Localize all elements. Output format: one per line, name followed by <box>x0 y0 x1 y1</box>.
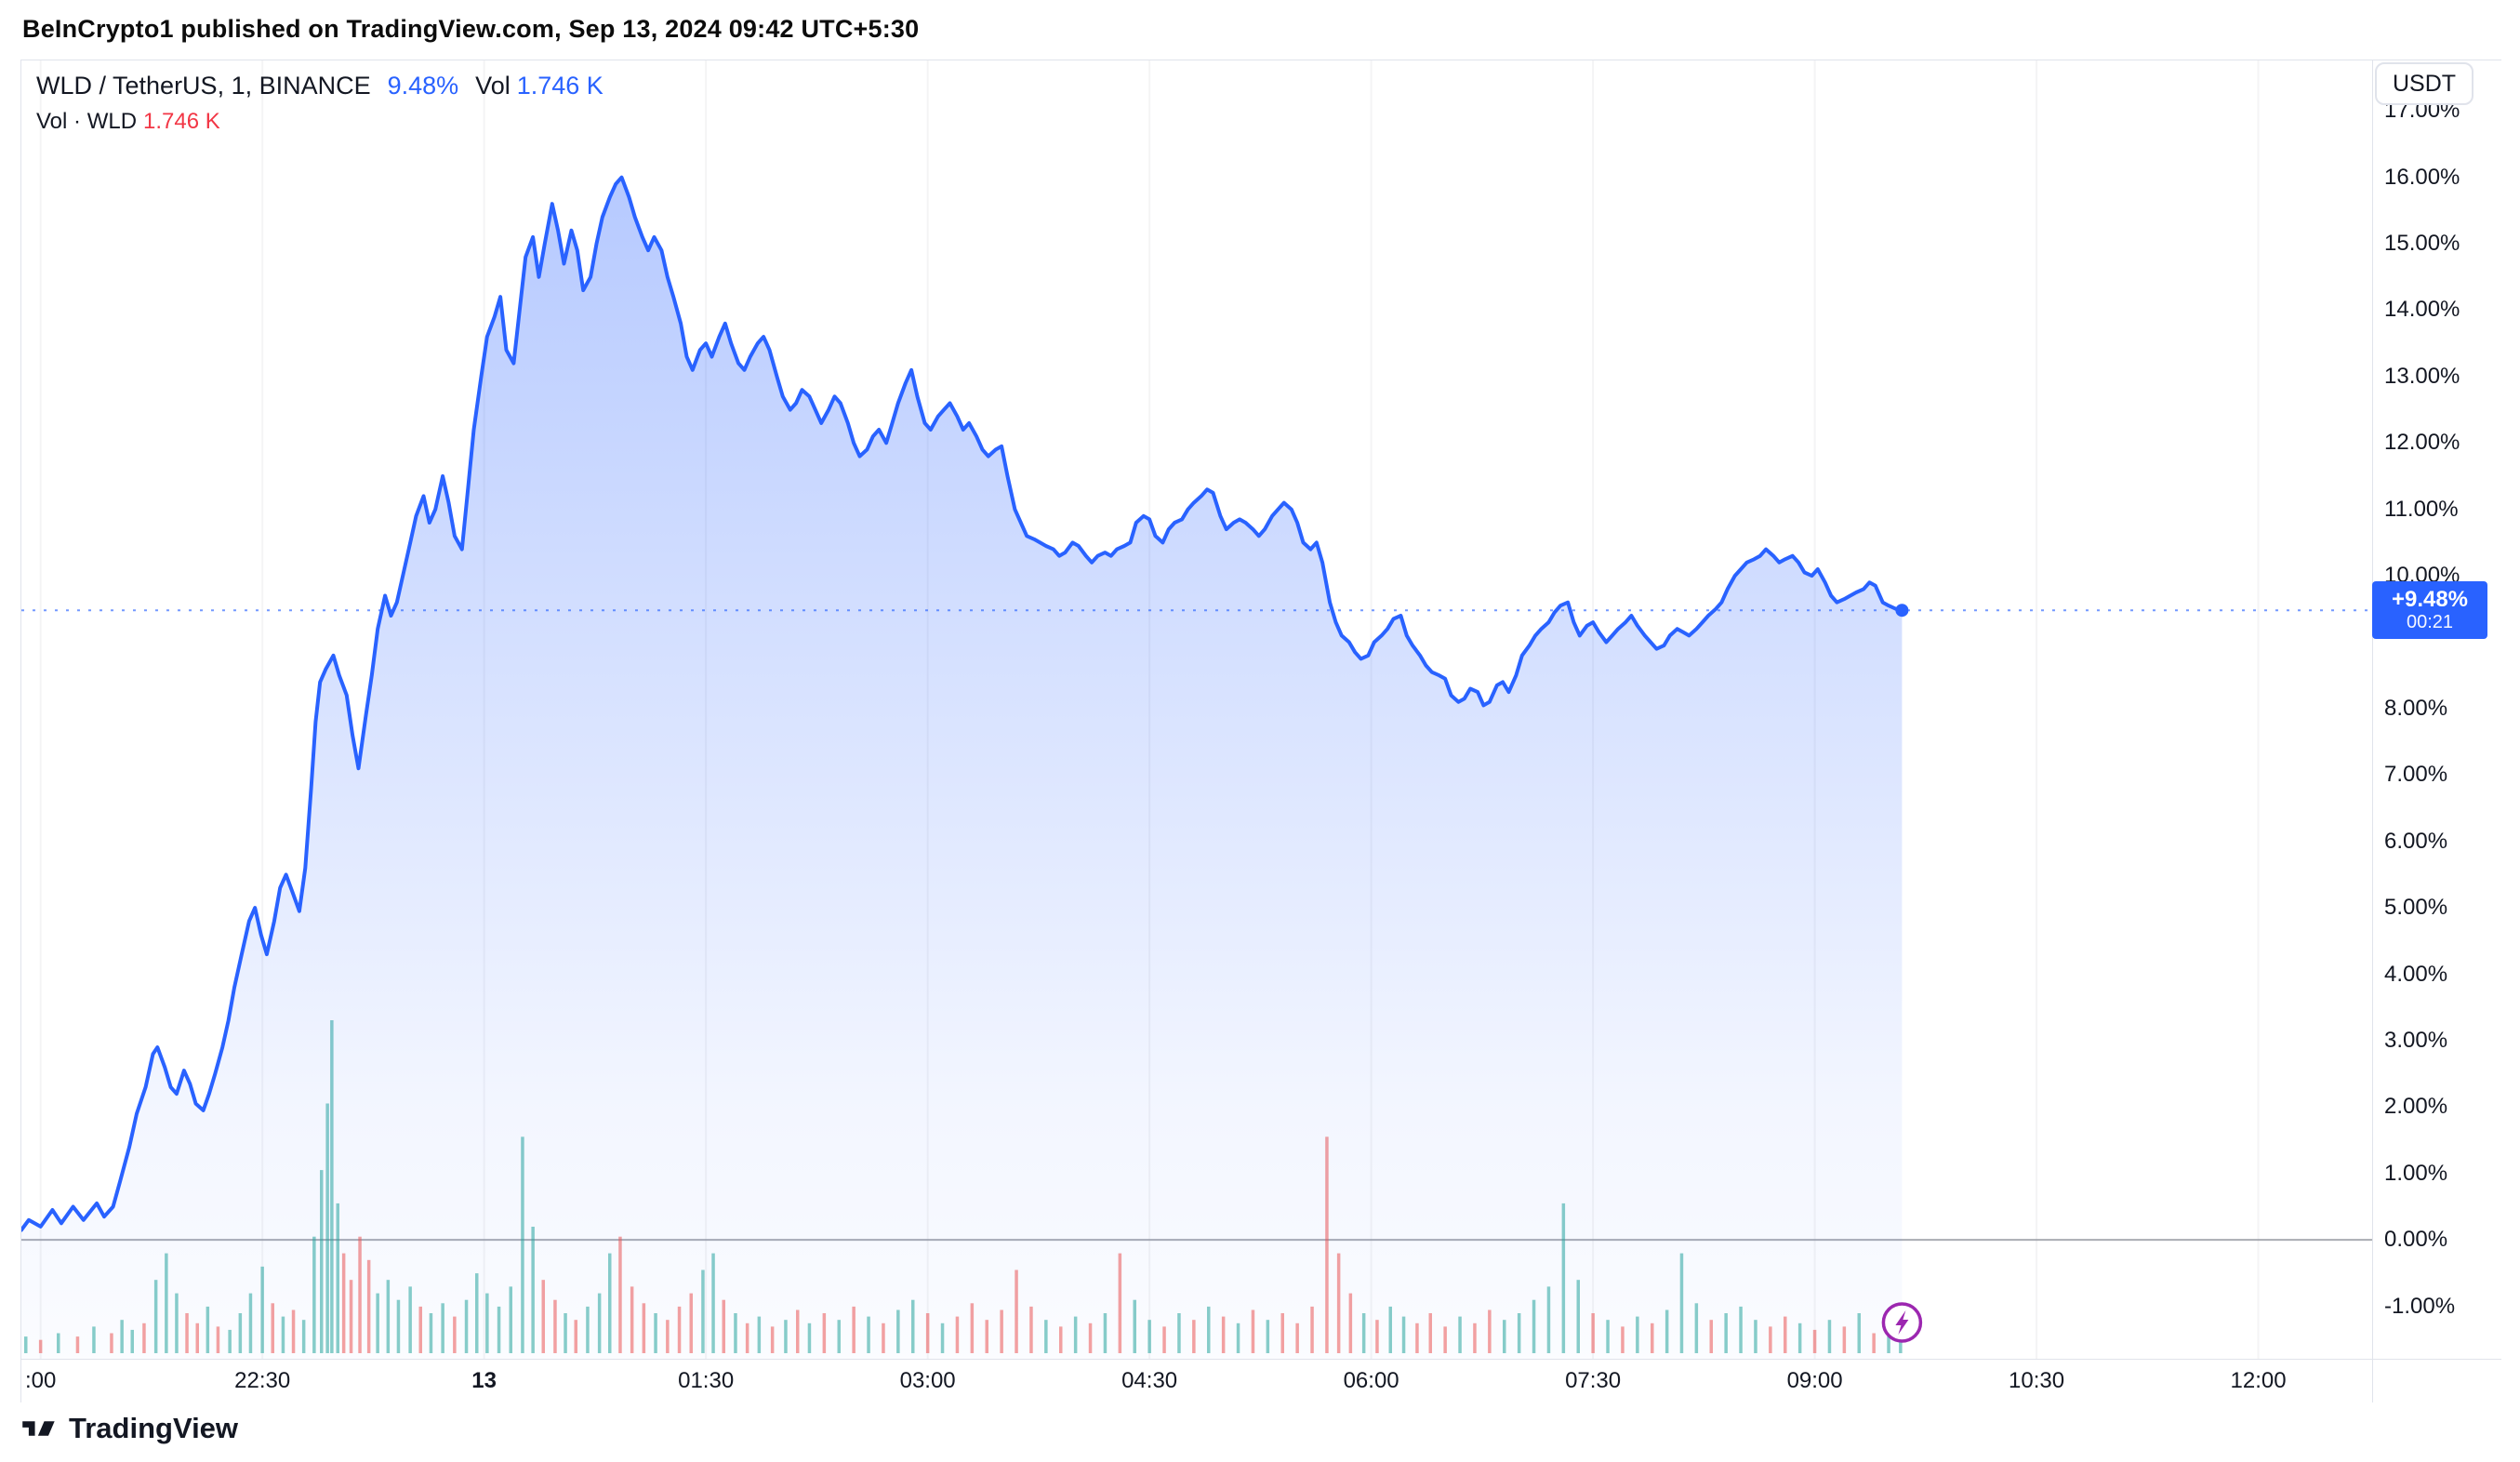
scales-corner <box>2372 1359 2501 1402</box>
time-scale-label: 10:30 <box>2009 1368 2065 1393</box>
time-scale-label: 03:00 <box>899 1368 956 1393</box>
tradingview-attribution[interactable]: TradingView <box>20 1412 238 1445</box>
time-scale-label: 22:30 <box>234 1368 291 1393</box>
volume-label: Vol <box>475 72 511 100</box>
current-price-label: +9.48% 00:21 <box>2372 581 2487 640</box>
price-scale-label: -1.00% <box>2384 1293 2456 1319</box>
price-scale-label: 1.00% <box>2384 1160 2448 1186</box>
price-scale-label: 3.00% <box>2384 1027 2448 1053</box>
change-percent-value: 9.48% <box>387 72 459 100</box>
time-scale-label: 06:00 <box>1343 1368 1399 1393</box>
price-scale-label: 13.00% <box>2384 363 2460 389</box>
bar-countdown: 00:21 <box>2406 612 2454 633</box>
legend: WLD / TetherUS, 1, BINANCE 9.48% Vol 1.7… <box>36 72 603 135</box>
price-line-path <box>21 175 1904 1232</box>
last-price-dot <box>1895 604 1909 618</box>
price-scale-label: 6.00% <box>2384 828 2448 854</box>
price-scale-label: 4.00% <box>2384 961 2448 987</box>
chart-widget: WLD / TetherUS, 1, BINANCE 9.48% Vol 1.7… <box>20 60 2501 1402</box>
price-scale-label: 5.00% <box>2384 895 2448 921</box>
chart-plot-area[interactable] <box>21 60 2372 1359</box>
tradingview-brand-text: TradingView <box>69 1412 239 1444</box>
price-scale-label: 14.00% <box>2384 297 2460 323</box>
time-scale-label: 01:30 <box>678 1368 735 1393</box>
attribution-text: BeInCrypto1 published on TradingView.com… <box>22 15 920 43</box>
tradingview-logo-icon <box>22 1421 55 1436</box>
price-scale-label: 15.00% <box>2384 231 2460 257</box>
legend-row-volume: Vol · WLD 1.746 K <box>36 109 603 135</box>
price-scale-label: 11.00% <box>2384 496 2459 522</box>
chart-canvas[interactable] <box>21 60 2372 1359</box>
time-scale-label: 12:00 <box>2230 1368 2287 1393</box>
lightning-marker-icon[interactable] <box>1881 1302 1923 1343</box>
price-scale-label: 16.00% <box>2384 164 2460 190</box>
time-scale-label: 13 <box>471 1368 497 1393</box>
time-scale-label: 09:00 <box>1786 1368 1843 1393</box>
volume-value: 1.746 K <box>516 72 603 100</box>
symbol-title[interactable]: WLD / TetherUS, 1, BINANCE <box>36 72 371 100</box>
area-fill-path <box>21 177 1903 1359</box>
volume-series-value: 1.746 K <box>143 109 220 134</box>
time-scale[interactable]: :00 22:30 13 01:30 03:00 04:30 06:00 07:30 09:00… <box>21 1359 2372 1402</box>
time-scale-label: :00 <box>24 1368 57 1393</box>
volume-series-label: Vol · WLD <box>36 109 138 134</box>
time-scale-label: 04:30 <box>1121 1368 1178 1393</box>
price-scale-label: 2.00% <box>2384 1094 2448 1120</box>
price-scale[interactable]: USDT +9.48% 00:21 17.00% 16.00% 15.00% 14.0… <box>2372 60 2501 1359</box>
time-scale-label: 07:30 <box>1565 1368 1622 1393</box>
price-scale-label: 12.00% <box>2384 430 2460 456</box>
price-scale-label: 8.00% <box>2384 695 2448 721</box>
price-scale-label: 7.00% <box>2384 762 2448 788</box>
current-price-value: +9.48% <box>2391 586 2469 612</box>
price-scale-label: 0.00% <box>2384 1227 2448 1253</box>
legend-row-main: WLD / TetherUS, 1, BINANCE 9.48% Vol 1.7… <box>36 72 603 100</box>
currency-toggle-button[interactable]: USDT <box>2375 62 2474 105</box>
